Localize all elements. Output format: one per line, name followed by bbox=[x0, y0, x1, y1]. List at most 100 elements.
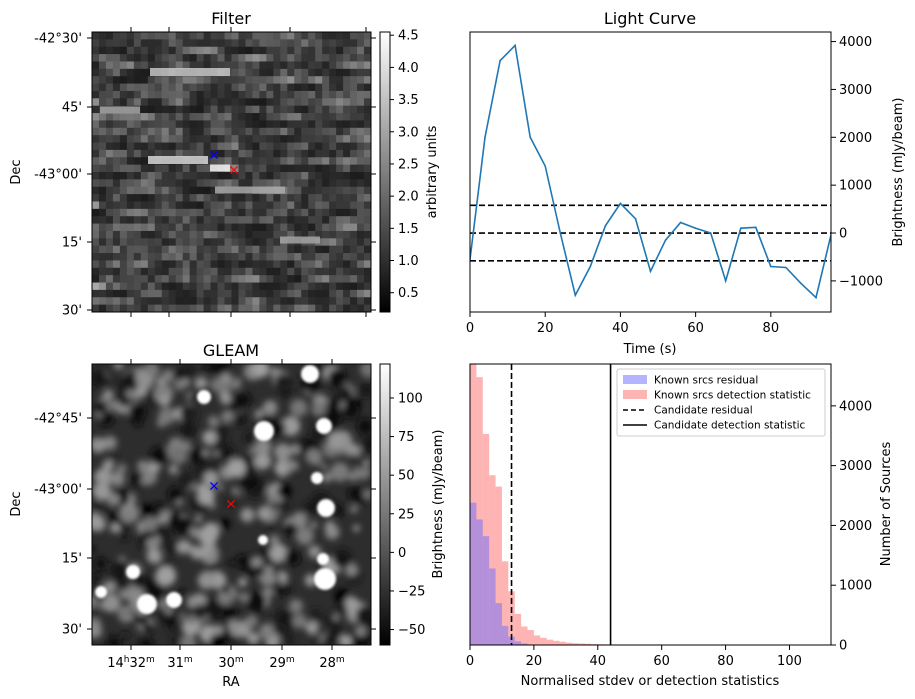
gleam-marker-red-x bbox=[226, 499, 236, 509]
gleam-ra-tick-label-2: 30m bbox=[218, 655, 243, 671]
gleam-colorbar bbox=[379, 363, 391, 646]
light-curve-y-tick-label-0: −1000 bbox=[839, 274, 883, 289]
histogram-x-tick-label-3: 60 bbox=[653, 654, 670, 669]
light-curve-x-tick-label-3: 60 bbox=[687, 321, 704, 336]
gleam-ra-ticks: 14h32m 31m 30m 29m 28m bbox=[107, 359, 345, 671]
light-curve-frame bbox=[469, 31, 832, 313]
filter-dec-tick-label-3: 15' bbox=[62, 236, 82, 251]
gleam-source-6 bbox=[258, 535, 268, 545]
light-curve-x-tick-label-1: 20 bbox=[537, 321, 554, 336]
legend-swatch-residual bbox=[623, 375, 647, 384]
gleam-colorbar-tick-label-2: 0 bbox=[398, 546, 406, 561]
gleam-colorbar-tick-label-6: 100 bbox=[398, 391, 423, 406]
histogram-frame bbox=[469, 363, 832, 646]
filter-colorbar-label: arbitrary units bbox=[425, 125, 440, 218]
detection-bar-11 bbox=[540, 637, 547, 645]
residual-bar-7 bbox=[514, 641, 522, 645]
gleam-image bbox=[92, 364, 371, 645]
legend-label-detection: Known srcs detection statistic bbox=[654, 390, 811, 402]
light-curve-x-tick-label-0: 0 bbox=[466, 321, 474, 336]
light-curve-point-5 bbox=[544, 165, 546, 167]
filter-colorbar-tick-label-7: 4.0 bbox=[398, 61, 419, 76]
light-curve-panel: Light Curve 0 20 40 60 80 −1000 0 1000 2000 3000… bbox=[466, 9, 906, 357]
light-curve-point-8 bbox=[589, 265, 592, 268]
light-curve-point-23 bbox=[815, 296, 817, 299]
gleam-colorbar-tick-label-0: −50 bbox=[398, 623, 425, 638]
filter-marker-blue-x bbox=[209, 150, 219, 160]
histogram-y-tick-label-1: 1000 bbox=[839, 579, 872, 594]
gleam-colorbar-ticks: −50 −25 0 25 50 75 100 bbox=[390, 391, 425, 638]
residual-bar-3 bbox=[489, 568, 496, 645]
gleam-ra-tick-label-4: 28m bbox=[319, 655, 344, 671]
gleam-source-9 bbox=[126, 565, 140, 579]
gleam-dec-tick-label-3: 30' bbox=[62, 623, 82, 638]
light-curve-title: Light Curve bbox=[604, 9, 696, 28]
histogram-x-tick-label-1: 20 bbox=[526, 654, 543, 669]
light-curve-point-9 bbox=[604, 225, 607, 227]
filter-colorbar-tick-label-6: 3.5 bbox=[398, 93, 419, 108]
gleam-colorbar-label: Brightness (mJy/beam) bbox=[431, 430, 446, 579]
gleam-ylabel: Dec bbox=[9, 491, 24, 516]
detection-bar-7 bbox=[514, 613, 522, 645]
light-curve-point-6 bbox=[559, 232, 562, 234]
light-curve-point-20 bbox=[770, 265, 772, 268]
detection-bar-18 bbox=[585, 643, 592, 645]
light-curve-point-11 bbox=[634, 217, 637, 220]
filter-colorbar-tick-label-5: 3.0 bbox=[398, 125, 419, 140]
gleam-dec-tick-label-1: -43°00' bbox=[34, 483, 82, 498]
light-curve-y-tick-label-5: 4000 bbox=[839, 35, 872, 50]
histogram-x-tick-label-2: 40 bbox=[590, 654, 607, 669]
detection-bar-4 bbox=[495, 486, 502, 645]
filter-colorbar-tick-label-2: 1.5 bbox=[398, 222, 419, 237]
gleam-panel: GLEAM -42°45' -43°00' 15' 30' 14h32m 31m 30m 2… bbox=[9, 341, 446, 690]
gleam-ra-tick-label-0: 14h32m bbox=[107, 655, 155, 671]
light-curve-point-17 bbox=[724, 280, 727, 282]
gleam-dec-tick-label-2: 15' bbox=[62, 552, 82, 567]
filter-dec-ticks: -42°30' 45' -43°00' 15' 30' bbox=[34, 27, 376, 319]
histogram-panel: 0 20 40 60 80 100 0 1000 2000 3000 4000 Normalise… bbox=[466, 363, 894, 689]
gleam-xlabel: RA bbox=[222, 675, 240, 690]
light-curve-y-tick-label-2: 1000 bbox=[839, 179, 872, 194]
filter-markers bbox=[209, 150, 239, 175]
light-curve-y-tick-label-4: 3000 bbox=[839, 83, 872, 98]
residual-bar-2 bbox=[482, 536, 490, 645]
detection-bar-3 bbox=[489, 475, 496, 645]
histogram-ylabel: Number of Sources bbox=[879, 442, 894, 567]
gleam-source-4 bbox=[311, 472, 323, 484]
filter-image bbox=[92, 32, 371, 312]
light-curve-point-18 bbox=[740, 227, 742, 229]
gleam-source-8 bbox=[314, 568, 336, 590]
gleam-source-1 bbox=[197, 390, 211, 404]
light-curve-x-ticks: 0 20 40 60 80 bbox=[466, 312, 779, 336]
light-curve-y-ticks: −1000 0 1000 2000 3000 4000 bbox=[831, 35, 883, 289]
light-curve-point-22 bbox=[800, 282, 802, 285]
detection-bar-8 bbox=[521, 626, 528, 645]
legend-label-candidate-residual: Candidate residual bbox=[654, 405, 753, 417]
gleam-colorbar-tick-label-3: 25 bbox=[398, 507, 415, 522]
gleam-source-10 bbox=[137, 594, 157, 614]
gleam-colorbar-tick-label-5: 75 bbox=[398, 430, 415, 445]
light-curve-y-tick-label-1: 0 bbox=[839, 227, 847, 242]
light-curve-point-19 bbox=[755, 226, 757, 229]
filter-ylabel: Dec bbox=[9, 159, 24, 184]
light-curve-ylabel: Brightness (mJy/beam) bbox=[891, 98, 906, 247]
detection-bar-15 bbox=[565, 642, 573, 645]
detection-bar-5 bbox=[501, 561, 509, 645]
detection-bar-13 bbox=[553, 640, 560, 645]
detection-bar-16 bbox=[572, 643, 579, 645]
histogram-y-tick-label-2: 2000 bbox=[839, 519, 872, 534]
histogram-y-ticks: 0 1000 2000 3000 4000 bbox=[831, 399, 872, 654]
gleam-markers bbox=[209, 481, 236, 509]
filter-colorbar-tick-label-3: 2.0 bbox=[398, 190, 419, 205]
gleam-source-0 bbox=[301, 365, 319, 383]
histogram-x-tick-label-0: 0 bbox=[466, 654, 474, 669]
filter-colorbar bbox=[379, 31, 391, 313]
filter-title: Filter bbox=[211, 9, 251, 28]
histogram-xlabel: Normalised stdev or detection statistics bbox=[521, 674, 780, 689]
gleam-ra-tick-label-1: 31m bbox=[167, 655, 192, 671]
filter-dec-tick-label-2: -43°00' bbox=[34, 168, 82, 183]
filter-dec-tick-label-1: 45' bbox=[62, 101, 82, 116]
light-curve-point-3 bbox=[514, 44, 516, 47]
filter-colorbar-tick-label-1: 1.0 bbox=[398, 254, 419, 269]
